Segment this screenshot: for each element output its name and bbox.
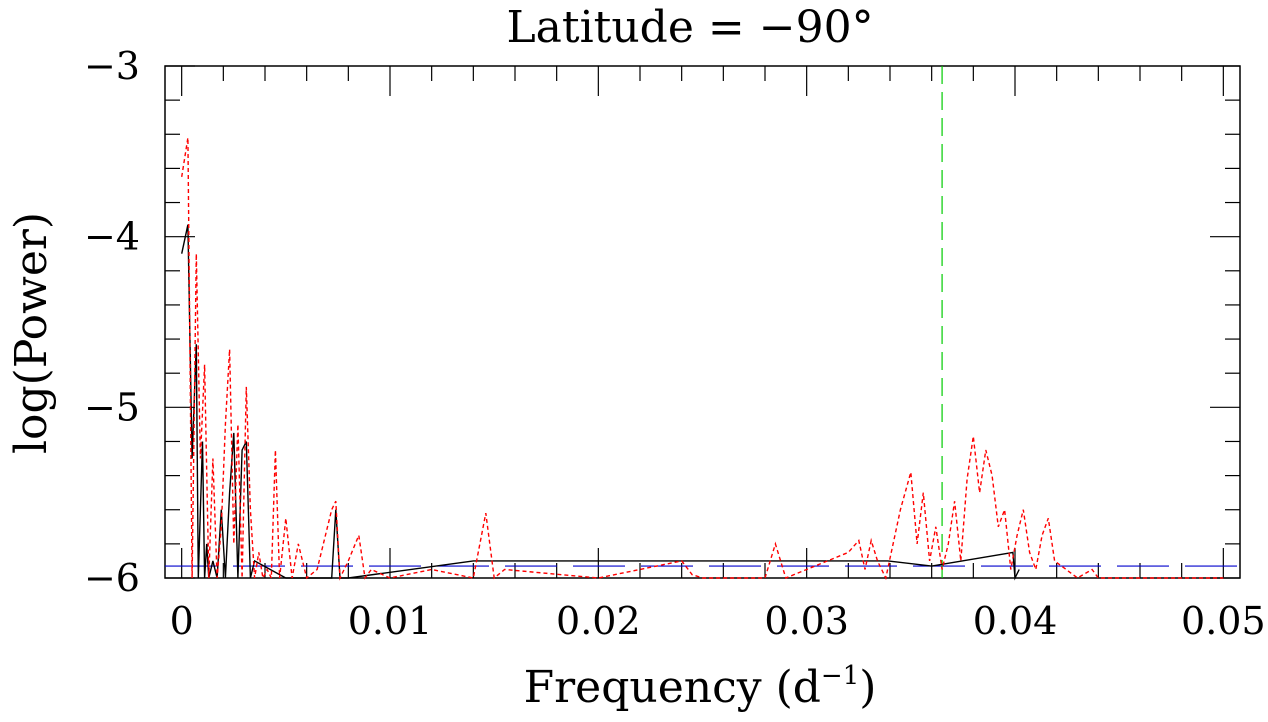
series-layer bbox=[181, 137, 1224, 581]
x-axis-label: Frequency (d−1) bbox=[524, 661, 877, 713]
x-tick-label: 0.01 bbox=[348, 599, 433, 643]
x-tick-label: 0 bbox=[170, 599, 194, 643]
y-tick-label: −3 bbox=[84, 44, 140, 88]
x-tick-label: 0.05 bbox=[1181, 599, 1266, 643]
chart-title: Latitude = −90° bbox=[506, 2, 873, 53]
y-tick-label: −6 bbox=[84, 556, 140, 600]
x-tick-label: 0.03 bbox=[764, 599, 849, 643]
x-tick-labels: 0 0.01 0.02 0.03 0.04 0.05 bbox=[170, 599, 1266, 643]
y-tick-labels: −3 −4 −5 −6 bbox=[84, 44, 140, 600]
plot-area bbox=[164, 65, 1241, 581]
y-tick-label: −4 bbox=[84, 215, 140, 259]
x-axis-label-main: Frequency (d bbox=[524, 662, 821, 713]
series-solid-black bbox=[181, 224, 1020, 581]
x-axis-label-superscript: −1 bbox=[821, 661, 859, 691]
y-axis-label: log(Power) bbox=[6, 212, 57, 454]
axis-ticks bbox=[165, 65, 1240, 579]
x-tick-label: 0.04 bbox=[973, 599, 1058, 643]
series-dotted-red bbox=[181, 137, 1224, 581]
x-tick-label: 0.02 bbox=[556, 599, 641, 643]
y-tick-label: −5 bbox=[84, 385, 140, 429]
x-axis-label-close: ) bbox=[859, 662, 876, 713]
plot-frame bbox=[164, 65, 1241, 579]
